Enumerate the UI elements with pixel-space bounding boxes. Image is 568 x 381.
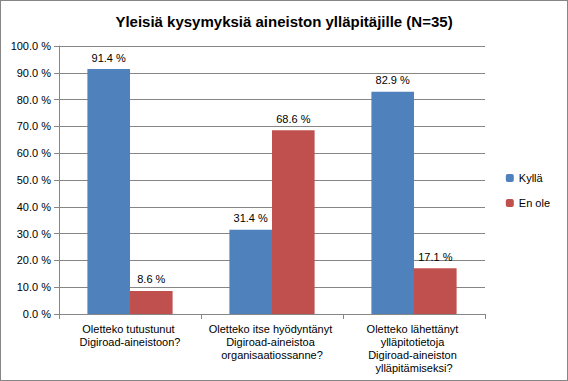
svg-text:ylläpitotietoja: ylläpitotietoja [381, 336, 448, 348]
svg-text:31.4 %: 31.4 % [234, 212, 268, 224]
svg-text:70.0 %: 70.0 % [17, 120, 51, 132]
svg-text:17.1 %: 17.1 % [418, 251, 452, 263]
svg-text:91.4 %: 91.4 % [92, 52, 126, 64]
svg-text:60.0 %: 60.0 % [17, 147, 51, 159]
svg-text:30.0 %: 30.0 % [17, 228, 51, 240]
svg-text:100.0 %: 100.0 % [11, 40, 52, 52]
svg-text:Digiroad-aineistoa: Digiroad-aineistoa [226, 336, 318, 348]
svg-text:68.6 %: 68.6 % [276, 113, 310, 125]
svg-text:ylläpitämiseksi?: ylläpitämiseksi? [375, 362, 452, 374]
svg-text:50.0 %: 50.0 % [17, 174, 51, 186]
svg-text:40.0 %: 40.0 % [17, 201, 51, 213]
svg-text:Oletteko itse hyödyntänyt: Oletteko itse hyödyntänyt [209, 323, 336, 335]
svg-text:90.0 %: 90.0 % [17, 67, 51, 79]
svg-text:Digiroad-aineistoon?: Digiroad-aineistoon? [80, 336, 181, 348]
svg-text:82.9 %: 82.9 % [376, 74, 410, 86]
svg-text:organisaatiossanne?: organisaatiossanne? [221, 349, 323, 361]
svg-text:Digiroad-aineiston: Digiroad-aineiston [368, 349, 460, 361]
svg-text:En ole: En ole [519, 197, 550, 209]
svg-text:Yleisiä kysymyksiä aineiston y: Yleisiä kysymyksiä aineiston ylläpitäjil… [115, 13, 452, 30]
svg-text:Kyllä: Kyllä [519, 172, 544, 184]
svg-text:0.0 %: 0.0 % [23, 308, 51, 320]
svg-text:Oletteko tutustunut: Oletteko tutustunut [82, 323, 177, 335]
svg-text:8.6 %: 8.6 % [137, 273, 165, 285]
svg-text:Oletteko lähettänyt: Oletteko lähettänyt [367, 323, 462, 335]
svg-text:80.0 %: 80.0 % [17, 94, 51, 106]
svg-text:10.0 %: 10.0 % [17, 281, 51, 293]
svg-text:20.0 %: 20.0 % [17, 254, 51, 266]
